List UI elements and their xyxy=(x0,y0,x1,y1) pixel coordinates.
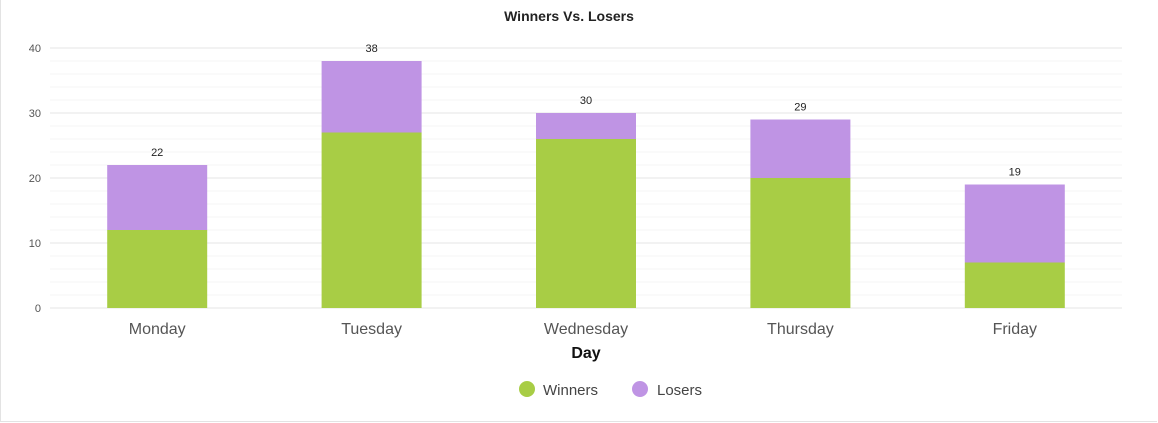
x-axis-label: Day xyxy=(571,345,600,362)
y-tick-label: 30 xyxy=(29,108,41,120)
data-label-total: 38 xyxy=(365,43,377,55)
data-label-total: 22 xyxy=(151,147,163,159)
bar-winners-thursday[interactable] xyxy=(750,178,851,308)
y-axis: 0 10 20 30 40 xyxy=(29,43,41,315)
y-tick-label: 40 xyxy=(29,43,41,55)
legend-item-losers[interactable]: Losers xyxy=(657,382,702,399)
legend-swatch-winners xyxy=(519,381,535,397)
bar-winners-wednesday[interactable] xyxy=(536,139,636,308)
y-tick-label: 0 xyxy=(35,303,41,315)
legend-swatch-losers xyxy=(632,381,648,397)
x-tick-label: Thursday xyxy=(767,321,834,338)
bar-losers-tuesday[interactable] xyxy=(321,61,422,133)
x-tick-label: Monday xyxy=(129,321,186,338)
data-label-total: 29 xyxy=(794,102,806,114)
bar-winners-friday[interactable] xyxy=(964,262,1065,309)
y-tick-label: 20 xyxy=(29,173,41,185)
chart-title: Winners Vs. Losers xyxy=(504,8,634,24)
x-tick-label: Friday xyxy=(993,321,1037,338)
bar-winners-tuesday[interactable] xyxy=(321,132,422,309)
data-label-total: 19 xyxy=(1009,167,1021,179)
x-axis: Monday Tuesday Wednesday Thursday Friday xyxy=(129,321,1037,338)
legend-item-winners[interactable]: Winners xyxy=(543,382,598,399)
x-tick-label: Wednesday xyxy=(544,321,628,338)
legend: Winners Losers xyxy=(519,381,702,399)
data-label-total: 30 xyxy=(580,95,592,107)
bar-losers-monday[interactable] xyxy=(107,165,208,230)
bar-losers-friday[interactable] xyxy=(964,184,1065,263)
bar-losers-wednesday[interactable] xyxy=(536,113,636,139)
y-tick-label: 10 xyxy=(29,238,41,250)
x-tick-label: Tuesday xyxy=(341,321,402,338)
bars: 22 38 30 29 19 xyxy=(107,43,1065,308)
bar-losers-thursday[interactable] xyxy=(750,119,851,179)
bar-winners-monday[interactable] xyxy=(107,230,208,308)
